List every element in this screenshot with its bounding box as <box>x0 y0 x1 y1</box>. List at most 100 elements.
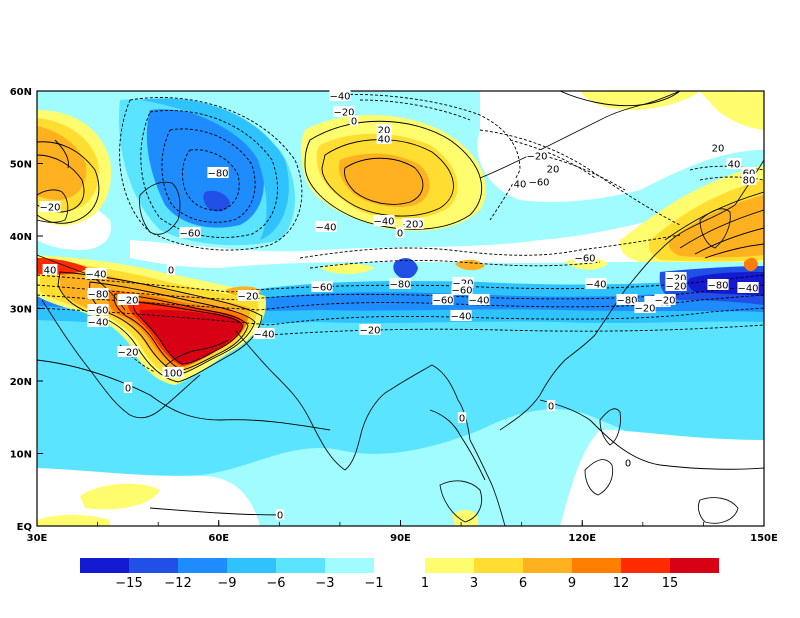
contour-label: −20 <box>359 326 380 337</box>
contour-label: −20 <box>117 296 138 307</box>
y-tick-label: 60N <box>10 87 32 98</box>
contour-label: −80 <box>616 296 637 307</box>
colorbar-neg-swatch <box>227 558 276 573</box>
contour-label: −60 <box>311 283 332 294</box>
contour-label: 20 <box>406 220 419 231</box>
shade-white-east <box>560 430 764 526</box>
y-tick-label: 40N <box>10 232 32 243</box>
contour-label-bg <box>376 124 392 135</box>
contour-label-bg <box>376 133 392 144</box>
colorbar-pos-label: 6 <box>519 576 527 591</box>
contour-label: −60 <box>432 296 453 307</box>
contour-label-bg <box>253 328 275 339</box>
contour-label: 40 <box>378 135 391 146</box>
x-tick-label: 150E <box>750 533 778 544</box>
colorbar-pos-swatch <box>572 558 621 573</box>
contour-label: 20 <box>712 144 725 155</box>
y-tick-label: 50N <box>10 160 32 171</box>
negative-contours <box>37 93 764 373</box>
contour-label: −40 <box>85 270 106 281</box>
contour-label-bg <box>432 294 454 305</box>
y-tick-label: 30N <box>10 305 32 316</box>
contour-label-bg <box>741 174 757 185</box>
contour-label-bg <box>457 412 467 423</box>
x-tick-label: 120E <box>568 533 596 544</box>
contour-label-bg <box>333 106 355 117</box>
shade-blob-4 <box>744 257 758 272</box>
contour-label: 80 <box>743 176 756 187</box>
colorbar-neg-label: −12 <box>164 576 191 591</box>
colorbar-neg-label: −15 <box>115 576 142 591</box>
contour-label: −40 <box>468 296 489 307</box>
contour-label: −20 <box>634 304 655 315</box>
y-tick-label: 10N <box>10 450 32 461</box>
contour-label-bg <box>512 178 528 189</box>
contour-label: −20 <box>333 108 354 119</box>
positive-contours <box>37 91 764 516</box>
contour-label: −20 <box>665 274 686 285</box>
contour-label: 0 <box>168 266 174 277</box>
contour-label: −20 <box>654 296 675 307</box>
contour-label: 40 <box>44 266 57 277</box>
colorbar-pos-swatch <box>474 558 523 573</box>
contour-label-bg <box>85 268 107 279</box>
colorbar-neg-swatch <box>80 558 129 573</box>
colorbar-neg-label: −3 <box>315 576 334 591</box>
contour-label-bg <box>117 294 139 305</box>
contour-label: −80 <box>207 169 228 180</box>
axis-ticks: 30E 60E 90E 120E 150E EQ 10N 20N 30N 40N 50N 60N <box>10 87 778 544</box>
contour-label: −20 <box>39 203 60 214</box>
contour-label-bg <box>315 221 337 232</box>
contour-label-bg <box>707 279 729 290</box>
colorbar-pos-swatch <box>670 558 719 573</box>
contour-label: −20 <box>237 292 258 303</box>
contour-label-bg <box>162 367 184 378</box>
contour-label: 0 <box>125 384 131 395</box>
contour-label-bg <box>359 324 381 335</box>
contour-label-bg <box>526 150 548 161</box>
contour-label: −40 <box>373 217 394 228</box>
shade-white-north <box>477 91 764 202</box>
colorbar-neg-swatch <box>129 558 178 573</box>
contour-label: −60 <box>87 306 108 317</box>
shade-nw-orange <box>37 126 87 200</box>
y-tick-label: 20N <box>10 377 32 388</box>
shade-eq-blob-3 <box>450 510 478 526</box>
shade-north-deep-blue <box>203 190 230 212</box>
x-tick-label: 30E <box>27 533 48 544</box>
shade-central-orange <box>338 153 430 207</box>
contour-label: −60 <box>574 254 595 265</box>
contour-label: −40 <box>585 280 606 291</box>
contour-label: 0 <box>625 459 631 470</box>
shade-north-blue <box>146 109 264 228</box>
contour-label: −20 <box>117 348 138 359</box>
contour-label-bg <box>654 294 676 305</box>
y-tick-label: EQ <box>17 522 32 533</box>
contour-label-bg <box>710 142 726 153</box>
colorbar-neg-label: −1 <box>364 576 383 591</box>
colorbar-pos-label: 3 <box>470 576 478 591</box>
shade-south-light <box>260 464 455 526</box>
x-tick-label: 60E <box>208 533 229 544</box>
contour-label-bg <box>87 304 109 315</box>
shade-top-yellow <box>580 91 700 110</box>
contour-label: 0 <box>459 414 465 425</box>
colorbar-pos-swatch <box>621 558 670 573</box>
shade-jet-deep-blue-mid <box>393 258 418 279</box>
colorbar-pos-label: 15 <box>662 576 679 591</box>
contour-label-bg <box>741 167 757 178</box>
shade-blob-1 <box>320 263 375 274</box>
contour-label: −60 <box>528 178 549 189</box>
shade-eq-blob-2 <box>37 514 110 526</box>
contour-label-bg <box>737 282 759 293</box>
contour-label-bg <box>634 302 656 313</box>
contour-label-bg <box>311 281 333 292</box>
contour-label-bg <box>528 176 550 187</box>
contour-label-bg <box>726 158 742 169</box>
colorbar-pos-label: 9 <box>568 576 576 591</box>
contour-label: 40 <box>514 180 527 191</box>
contour-label-bg <box>179 227 201 238</box>
contour-label: −40 <box>737 284 758 295</box>
contour-label: −80 <box>389 280 410 291</box>
contour-label-bg <box>450 310 472 321</box>
